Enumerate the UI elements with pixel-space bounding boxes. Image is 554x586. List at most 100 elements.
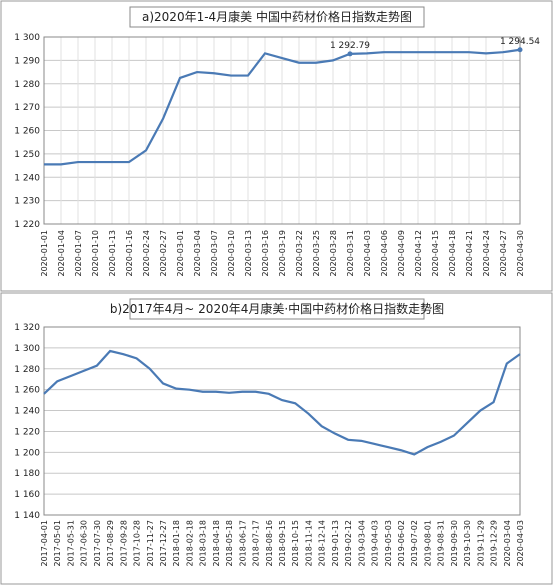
x-tick-label: 2017-09-28	[119, 520, 128, 567]
x-tick-label: 2020-03-31	[346, 230, 355, 277]
panel-border	[0, 0, 553, 292]
x-tick-label: 2020-03-01	[176, 230, 185, 277]
x-tick-label: 2020-01-04	[57, 230, 66, 277]
x-tick-label: 2019-03-04	[357, 520, 366, 567]
x-tick-label: 2020-04-03	[363, 230, 372, 277]
x-tick-label: 2020-04-09	[397, 230, 406, 277]
y-tick-label: 1 160	[14, 490, 40, 500]
series-line	[43, 349, 521, 456]
x-tick-label: 2019-08-01	[423, 520, 432, 567]
x-tick-label: 2017-12-27	[159, 520, 168, 567]
x-tick-label: 2019-11-29	[476, 520, 485, 567]
x-tick-label: 2018-05-18	[225, 520, 234, 567]
x-tick-label: 2020-04-21	[465, 230, 474, 277]
x-tick-label: 2020-01-10	[91, 230, 100, 277]
x-tick-label: 2018-04-18	[212, 520, 221, 567]
point-marker	[517, 47, 523, 53]
y-tick-label: 1 200	[14, 448, 40, 458]
x-tick-label: 2019-04-03	[371, 520, 380, 567]
x-tick-label: 2020-03-04	[193, 230, 202, 277]
series-line	[44, 48, 521, 166]
x-tick-label: 2017-10-28	[133, 520, 142, 567]
y-tick-label: 1 280	[14, 80, 40, 90]
x-tick-label: 2017-08-29	[106, 520, 115, 567]
x-tick-label: 2019-12-29	[490, 520, 499, 567]
x-tick-label: 2017-05-31	[66, 520, 75, 567]
x-tick-label: 2020-04-06	[380, 230, 389, 277]
x-tick-label: 2018-11-14	[304, 520, 313, 567]
y-tick-label: 1 300	[14, 344, 40, 354]
x-tick-label: 2017-06-30	[80, 520, 89, 567]
y-tick-label: 1 250	[14, 150, 40, 160]
title-box	[129, 6, 425, 28]
x-tick-label: 2020-03-25	[312, 230, 321, 277]
x-tick-label: 2019-02-12	[344, 520, 353, 567]
x-tick-label: 2018-07-17	[252, 520, 261, 567]
x-tick-label: 2017-05-01	[53, 520, 62, 567]
x-tick-label: 2019-05-03	[384, 520, 393, 567]
x-tick-label: 2018-10-15	[291, 520, 300, 567]
y-tick-label: 1 280	[14, 365, 40, 375]
x-tick-label: 2020-03-13	[244, 230, 253, 277]
x-tick-label: 2020-03-22	[295, 230, 304, 277]
y-tick-label: 1 260	[14, 386, 40, 396]
x-tick-label: 2018-06-17	[238, 520, 247, 567]
x-tick-label: 2020-02-24	[142, 230, 151, 277]
x-tick-label: 2020-02-27	[159, 230, 168, 277]
plot-border	[43, 326, 521, 516]
x-tick-label: 2020-03-16	[261, 230, 270, 277]
point-marker	[347, 51, 353, 57]
x-tick-label: 2017-07-30	[93, 520, 102, 567]
x-tick-label: 2018-02-18	[185, 520, 194, 567]
x-tick-label: 2020-03-28	[329, 230, 338, 277]
y-tick-label: 1 240	[14, 407, 40, 417]
x-tick-label: 2020-04-27	[499, 230, 508, 277]
x-tick-label: 2018-01-18	[172, 520, 181, 567]
chart-title: a)2020年1-4月康美 中国中药材价格日指数走势图	[142, 9, 412, 24]
x-tick-label: 2018-08-16	[265, 520, 274, 567]
x-tick-label: 2020-03-07	[210, 230, 219, 277]
x-tick-label: 2020-03-10	[227, 230, 236, 277]
x-tick-label: 2020-03-19	[278, 230, 287, 277]
x-tick-label: 2019-01-13	[331, 520, 340, 567]
y-tick-label: 1 260	[14, 127, 40, 137]
x-tick-label: 2018-03-18	[199, 520, 208, 567]
chart-title: b)2017年4月~ 2020年4月康美·中国中药材价格日指数走势图	[110, 301, 444, 316]
x-tick-label: 2020-04-30	[516, 230, 525, 277]
x-tick-label: 2020-04-15	[431, 230, 440, 277]
data-label: 1 294.54	[500, 37, 540, 47]
y-tick-label: 1 320	[14, 323, 40, 333]
x-tick-label: 2020-01-16	[125, 230, 134, 277]
x-tick-label: 2019-10-30	[463, 520, 472, 567]
x-tick-label: 2020-01-13	[108, 230, 117, 277]
panel-border	[0, 292, 553, 585]
y-tick-label: 1 290	[14, 56, 40, 66]
y-tick-label: 1 230	[14, 197, 40, 207]
y-tick-label: 1 240	[14, 173, 40, 183]
y-tick-label: 1 220	[14, 427, 40, 437]
title-box	[129, 298, 425, 320]
y-tick-label: 1 300	[14, 33, 40, 43]
y-tick-label: 1 220	[14, 220, 40, 230]
x-tick-label: 2017-04-01	[40, 520, 49, 567]
x-tick-label: 2020-04-18	[448, 230, 457, 277]
x-tick-label: 2018-09-15	[278, 520, 287, 567]
data-label: 1 292.79	[330, 41, 370, 51]
y-tick-label: 1 270	[14, 103, 40, 113]
x-tick-label: 2020-01-01	[40, 230, 49, 277]
x-tick-label: 2018-12-14	[318, 520, 327, 567]
x-tick-label: 2020-04-12	[414, 230, 423, 277]
x-tick-label: 2020-04-24	[482, 230, 491, 277]
y-tick-label: 1 180	[14, 469, 40, 479]
x-tick-label: 2020-03-04	[503, 520, 512, 567]
x-tick-label: 2019-06-02	[397, 520, 406, 567]
x-tick-label: 2019-08-31	[437, 520, 446, 567]
x-tick-label: 2020-01-07	[74, 230, 83, 277]
x-tick-label: 2019-07-02	[410, 520, 419, 567]
plot-border	[43, 36, 521, 225]
x-tick-label: 2019-09-30	[450, 520, 459, 567]
x-tick-label: 2017-11-27	[146, 520, 155, 567]
x-tick-label: 2020-04-03	[516, 520, 525, 567]
y-tick-label: 1 140	[14, 511, 40, 521]
